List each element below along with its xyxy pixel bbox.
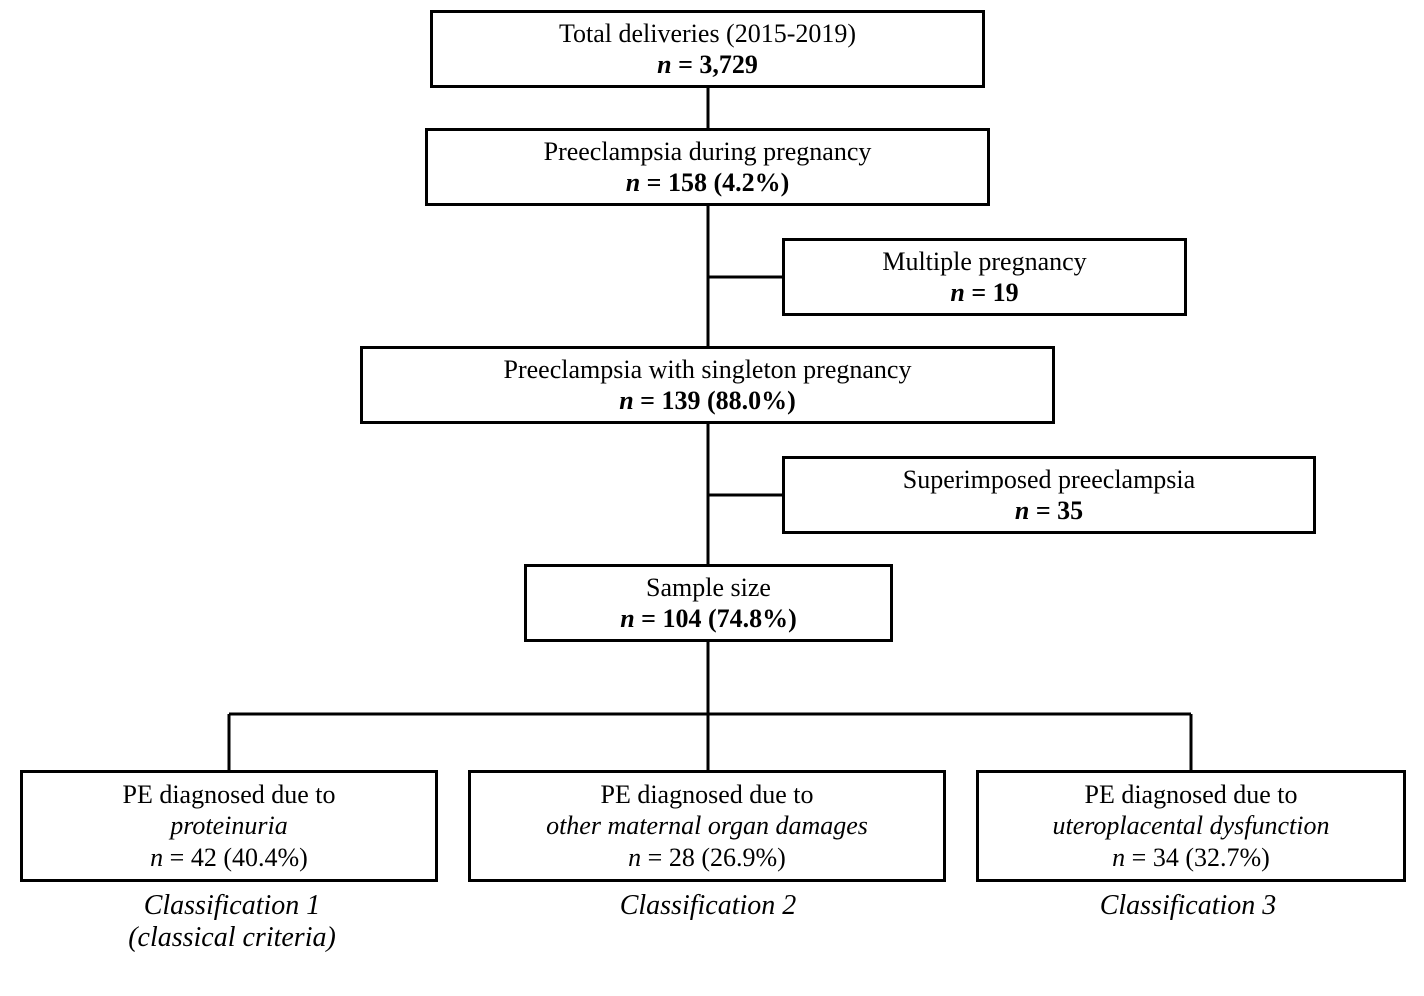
node-n: n = 3,729 [657,49,758,80]
leaf-title: PE diagnosed due to [600,779,813,810]
leaf-n: n = 42 (40.4%) [150,842,308,873]
node-superimposed-preeclampsia: Superimposed preeclampsia n = 35 [782,456,1316,534]
flowchart-canvas: Total deliveries (2015-2019) n = 3,729 P… [0,0,1424,996]
node-n: n = 158 (4.2%) [626,167,790,198]
node-pe-uteroplacental: PE diagnosed due to uteroplacental dysfu… [976,770,1406,882]
leaf-subtype: uteroplacental dysfunction [1052,810,1329,841]
node-title: Superimposed preeclampsia [903,464,1195,495]
leaf-title: PE diagnosed due to [122,779,335,810]
classification-1-label: Classification 1 (classical criteria) [102,890,362,954]
node-sample-size: Sample size n = 104 (74.8%) [524,564,893,642]
node-preeclampsia-singleton: Preeclampsia with singleton pregnancy n … [360,346,1055,424]
node-title: Preeclampsia with singleton pregnancy [504,354,912,385]
node-title: Multiple pregnancy [882,246,1086,277]
node-multiple-pregnancy: Multiple pregnancy n = 19 [782,238,1187,316]
node-pe-proteinuria: PE diagnosed due to proteinuria n = 42 (… [20,770,438,882]
node-n: n = 35 [1015,495,1083,526]
node-total-deliveries: Total deliveries (2015-2019) n = 3,729 [430,10,985,88]
classification-2-label: Classification 2 [608,890,808,922]
leaf-subtype: other maternal organ damages [546,810,868,841]
node-n: n = 139 (88.0%) [619,385,796,416]
leaf-subtype: proteinuria [170,810,287,841]
node-title: Preeclampsia during pregnancy [544,136,872,167]
node-title: Total deliveries (2015-2019) [559,18,856,49]
node-preeclampsia-pregnancy: Preeclampsia during pregnancy n = 158 (4… [425,128,990,206]
node-n: n = 104 (74.8%) [620,603,797,634]
leaf-n: n = 28 (26.9%) [628,842,786,873]
node-n: n = 19 [950,277,1018,308]
node-pe-organ-damages: PE diagnosed due to other maternal organ… [468,770,946,882]
classification-3-label: Classification 3 [1088,890,1288,922]
node-title: Sample size [646,572,771,603]
leaf-n: n = 34 (32.7%) [1112,842,1270,873]
leaf-title: PE diagnosed due to [1084,779,1297,810]
